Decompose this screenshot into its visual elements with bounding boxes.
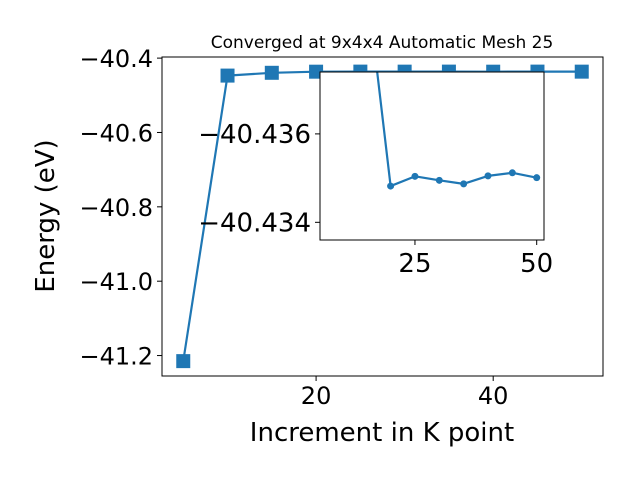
- inset-data-point: [387, 182, 395, 190]
- inset-series: [376, 72, 541, 190]
- x-axis-label: Increment in K point: [250, 418, 514, 448]
- main-axes-frame: [161, 56, 604, 377]
- inset-x-tick-label: 25: [398, 249, 431, 279]
- inset-x-ticks: 25 50: [398, 240, 553, 279]
- inset-y-tick-label: −40.436: [198, 120, 311, 150]
- inset-plot: 25 50 −40.436 −40.434: [198, 71, 553, 279]
- inset-data-point: [533, 174, 541, 182]
- main-x-ticks: 20 40: [301, 376, 509, 410]
- main-x-tick-label: 20: [301, 382, 332, 410]
- main-y-tick-label: −40.4: [79, 45, 153, 73]
- main-x-tick-label: 40: [478, 382, 509, 410]
- inset-x-tick-label: 50: [520, 249, 553, 279]
- main-plot: 20 40 −41.2−41.0−40.8−40.6−40.4 Converged…: [31, 33, 604, 448]
- main-data-point: [220, 68, 235, 83]
- y-axis-label: Energy (eV): [31, 139, 61, 292]
- inset-data-point: [508, 169, 516, 177]
- main-y-ticks: −41.2 −41.0 −40.8 −40.6 −40.4: [79, 45, 162, 371]
- inset-background: [320, 72, 544, 240]
- inset-data-point: [411, 172, 419, 180]
- main-data-point: [574, 64, 589, 79]
- inset-series-line: [376, 72, 537, 188]
- inset-y-ticks: −40.436 −40.434: [198, 120, 320, 238]
- inset-data-point: [484, 172, 492, 180]
- main-y-tick-label: −41.0: [79, 268, 153, 296]
- main-y-tick-label: −40.8: [79, 194, 153, 222]
- main-data-point: [176, 354, 191, 369]
- main-y-tick-label: −40.6: [79, 119, 153, 147]
- inset-data-point: [435, 176, 443, 184]
- inset-y-tick-label: −40.434: [198, 208, 311, 238]
- main-data-point: [264, 65, 279, 80]
- inset-axes-frame: [319, 71, 545, 241]
- inset-data-point: [460, 180, 468, 188]
- chart-title: Converged at 9x4x4 Automatic Mesh 25: [211, 33, 554, 53]
- main-y-tick-label: −41.2: [79, 343, 153, 371]
